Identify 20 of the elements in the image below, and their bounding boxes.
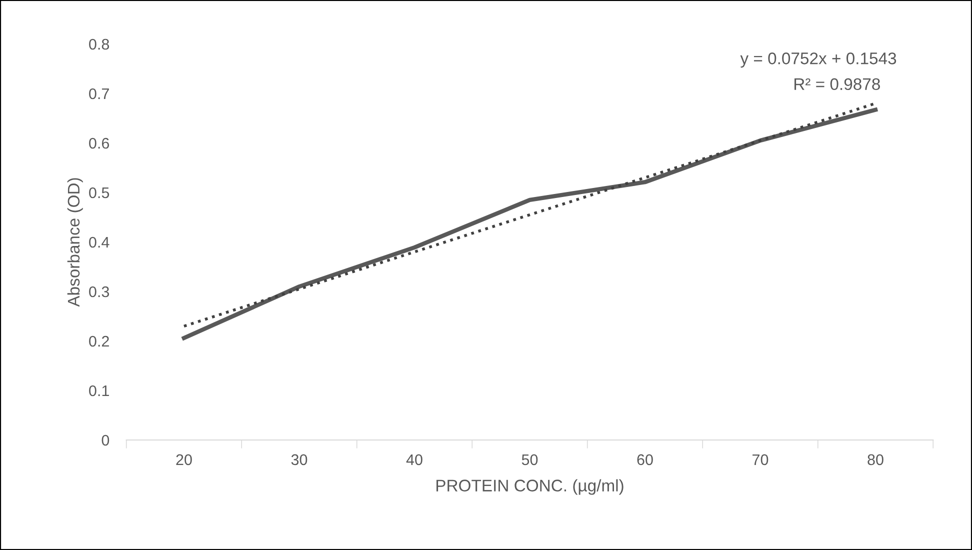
annotation: y = 0.0752x + 0.1543 [740,52,896,68]
x-tick-label: 40 [406,454,422,466]
y-axis-title: Absorbance (OD) [67,178,83,307]
y-tick-label: 0.2 [89,336,109,347]
y-tick-label: 0.6 [89,138,110,149]
y-tick-label: 0 [102,434,110,446]
x-tick-label: 30 [291,454,308,466]
y-tick-label: 0.4 [89,236,110,248]
x-tick-label: 20 [176,454,192,466]
y-tick-label: 0.1 [89,385,109,396]
x-tick-label: 70 [752,454,768,466]
y-tick-label: 0.7 [89,88,109,100]
x-tick-label: 80 [868,454,884,466]
x-axis-title: PROTEIN CONC. (µg/ml) [436,479,624,495]
y-tick-label: 0.3 [89,286,110,298]
y-tick-label: 0.5 [89,187,110,198]
x-tick-label: 50 [522,454,538,466]
y-tick-label: 0.8 [89,38,110,50]
annotation: R² = 0.9878 [794,78,880,90]
x-tick-label: 60 [637,454,653,466]
